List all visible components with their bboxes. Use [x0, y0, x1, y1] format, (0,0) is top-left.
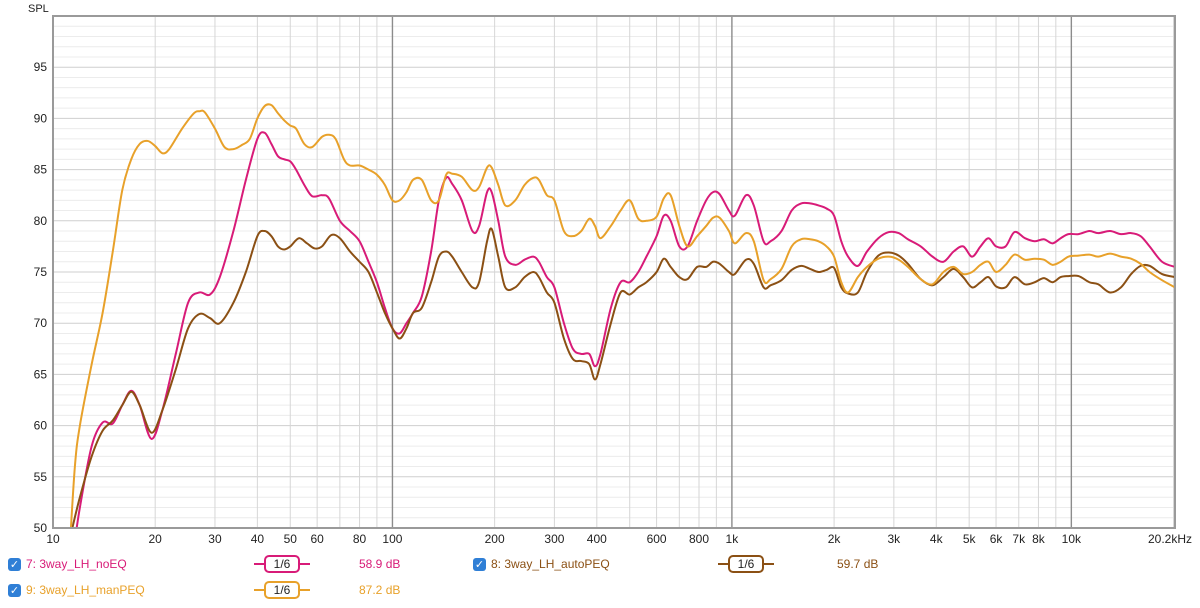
- x-tick-label: 2k: [828, 532, 842, 546]
- plot-frame: [52, 15, 1176, 529]
- series-line-0: [75, 131, 1175, 528]
- x-tick-label: 80: [353, 532, 367, 546]
- x-tick-label: 400: [587, 532, 607, 546]
- smoothing-selector-autopeq[interactable]: 1/6: [718, 555, 774, 573]
- x-tick-label: 10: [46, 532, 60, 546]
- smoothing-selector-noeq[interactable]: 1/6: [254, 555, 310, 573]
- legend-label-manpeq: 9: 3way_LH_manPEQ: [26, 583, 145, 597]
- smoothing-value-autopeq: 1/6: [728, 555, 764, 573]
- x-tick-label: 800: [689, 532, 709, 546]
- y-tick-label: 75: [34, 265, 48, 279]
- level-readout-manpeq: 87.2 dB: [359, 583, 401, 597]
- y-tick-labels: 50 55 60 65 70 75 80 85 90 95: [34, 60, 48, 535]
- y-tick-label: 65: [34, 367, 48, 381]
- y-tick-label: 60: [34, 419, 48, 433]
- x-tick-label: 60: [310, 532, 324, 546]
- x-tick-label: 40: [251, 532, 265, 546]
- x-tick-label: 5k: [963, 532, 977, 546]
- y-axis-label: SPL: [28, 3, 49, 15]
- x-tick-label: 10k: [1062, 532, 1082, 546]
- series-line-2: [69, 103, 1175, 528]
- y-tick-label: 80: [34, 214, 48, 228]
- x-tick-label: 8k: [1032, 532, 1046, 546]
- x-tick-label: 4k: [930, 532, 944, 546]
- x-tick-labels: 10 20 30 40 50 60 80 100 200 300 400 600 800 1k 2k 3k 4k…: [46, 532, 1192, 546]
- y-tick-label: 50: [34, 521, 48, 535]
- level-readout-noeq: 58.9 dB: [359, 557, 401, 571]
- x-tick-label: 20.2kHz: [1148, 532, 1192, 546]
- x-tick-label: 300: [544, 532, 564, 546]
- series-line-1: [71, 227, 1175, 528]
- x-tick-label: 3k: [888, 532, 902, 546]
- smoothing-value-noeq: 1/6: [264, 555, 300, 573]
- x-tick-label: 6k: [990, 532, 1004, 546]
- smoothing-selector-manpeq[interactable]: 1/6: [254, 581, 310, 599]
- x-tick-label: 600: [647, 532, 667, 546]
- checkbox-noeq[interactable]: ✓: [8, 558, 21, 571]
- x-tick-label: 200: [485, 532, 505, 546]
- y-tick-label: 90: [34, 111, 48, 125]
- y-tick-label: 55: [34, 470, 48, 484]
- x-tick-label: 7k: [1012, 532, 1026, 546]
- checkbox-manpeq[interactable]: ✓: [8, 584, 21, 597]
- level-readout-autopeq: 59.7 dB: [837, 557, 879, 571]
- y-tick-label: 70: [34, 316, 48, 330]
- y-tick-label: 85: [34, 163, 48, 177]
- legend-label-noeq: 7: 3way_LH_noEQ: [26, 557, 127, 571]
- x-tick-label: 20: [149, 532, 163, 546]
- x-tick-label: 30: [208, 532, 222, 546]
- checkbox-autopeq[interactable]: ✓: [473, 558, 486, 571]
- smoothing-value-manpeq: 1/6: [264, 581, 300, 599]
- x-tick-label: 1k: [726, 532, 740, 546]
- x-tick-label: 100: [382, 532, 402, 546]
- legend-label-autopeq: 8: 3way_LH_autoPEQ: [491, 557, 610, 571]
- y-tick-label: 95: [34, 60, 48, 74]
- chart-series: [69, 103, 1175, 528]
- x-tick-label: 50: [284, 532, 298, 546]
- chart-grid: [52, 15, 1175, 529]
